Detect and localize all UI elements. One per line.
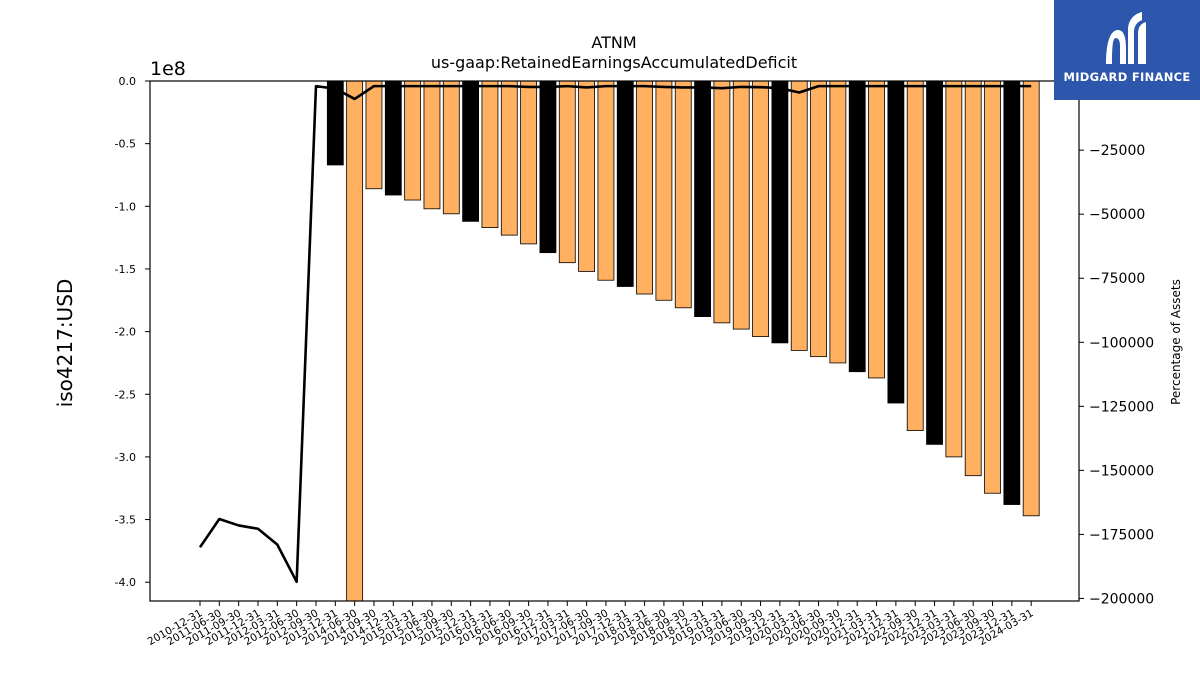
- bar: [752, 80, 769, 338]
- bar: [326, 80, 344, 166]
- bar: [964, 80, 982, 477]
- bar: [520, 80, 538, 245]
- bar: [578, 80, 595, 272]
- y-tick-label: -4.0: [115, 576, 136, 589]
- bar: [790, 80, 808, 351]
- y-axis: 0.0 -0.5 -1.0 -1.5 -2.0 -2.5 -3.0 -3.5 -4.0: [115, 75, 150, 589]
- bar: [500, 80, 518, 236]
- y-offset-label: 1e8: [150, 58, 186, 80]
- bar: [906, 80, 924, 431]
- bar: [558, 80, 576, 264]
- y2-tick-label: −175000: [1089, 527, 1154, 543]
- y2-tick-label: −50000: [1089, 207, 1145, 223]
- bar: [442, 80, 460, 215]
- bar: [1003, 80, 1021, 505]
- bar: [848, 80, 866, 373]
- y2-tick-label: −75000: [1089, 271, 1145, 287]
- bar: [1022, 80, 1040, 517]
- bar: [732, 80, 750, 330]
- line-layer: [198, 84, 1032, 584]
- y-tick-label: 0.0: [119, 75, 137, 88]
- y2-tick-label: −100000: [1089, 335, 1154, 351]
- y-axis-label: iso4217:USD: [53, 279, 77, 408]
- midgard-logo-icon: [1106, 12, 1146, 64]
- bar: [945, 80, 963, 458]
- y2-axis-label: Percentage of Assets: [1169, 279, 1183, 405]
- bar: [771, 80, 789, 344]
- logo-text: MIDGARD FINANCE: [1063, 70, 1191, 84]
- bars-layer: [326, 80, 1040, 602]
- bar: [539, 80, 557, 254]
- y-tick-label: -3.0: [115, 451, 136, 464]
- midgard-finance-logo: MIDGARD FINANCE: [1054, 0, 1200, 100]
- bar: [810, 80, 827, 358]
- bar: [984, 80, 1001, 494]
- bar: [694, 80, 711, 317]
- y-tick-label: -1.0: [115, 200, 136, 213]
- bar: [346, 80, 364, 602]
- y-tick-label: -2.5: [115, 388, 136, 401]
- bar: [868, 80, 885, 379]
- y2-tick-label: −150000: [1089, 463, 1154, 479]
- y-tick-label: -0.5: [115, 138, 136, 151]
- bar: [462, 80, 480, 222]
- bar: [674, 80, 692, 309]
- chart-subtitle: us-gaap:RetainedEarningsAccumulatedDefic…: [431, 53, 797, 72]
- chart-title: ATNM: [591, 33, 636, 52]
- bar: [597, 80, 615, 281]
- bar: [713, 80, 731, 324]
- plot-frame: [149, 80, 1080, 602]
- bar: [365, 80, 383, 190]
- bar: [423, 80, 441, 210]
- percentage-line: [198, 84, 1032, 584]
- bar: [636, 80, 653, 295]
- bar: [926, 80, 943, 445]
- y-tick-label: -2.0: [115, 326, 136, 339]
- y2-tick-label: −125000: [1089, 399, 1154, 415]
- bar: [384, 80, 402, 196]
- y-tick-label: -3.5: [115, 514, 136, 527]
- bar: [481, 80, 499, 229]
- y2-axis: 0−25000−50000−75000−100000−125000−150000…: [1079, 79, 1154, 607]
- bar: [404, 80, 422, 201]
- x-axis: 2010-12-312011-06-302011-09-302011-12-31…: [146, 601, 1036, 648]
- y-tick-label: -1.5: [115, 263, 136, 276]
- bar: [887, 80, 905, 404]
- bar: [829, 80, 847, 364]
- bar: [655, 80, 673, 301]
- bar: [616, 80, 634, 287]
- y2-tick-label: −200000: [1089, 591, 1154, 607]
- y2-tick-label: −25000: [1089, 143, 1145, 159]
